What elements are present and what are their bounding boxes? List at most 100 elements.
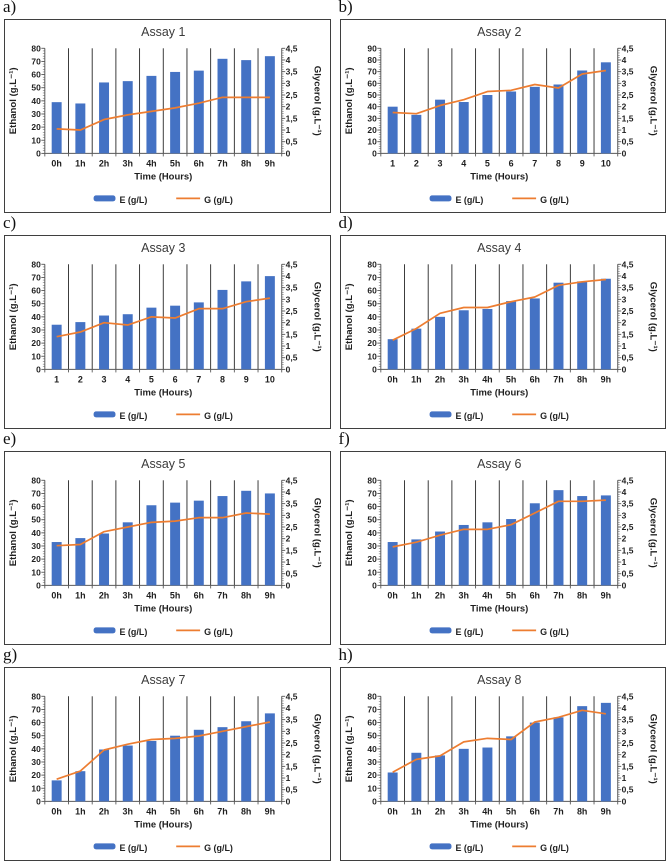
right-tick-label: 2 bbox=[286, 102, 291, 112]
right-tick-label: 4,5 bbox=[286, 475, 298, 485]
x-tick-label: 9 bbox=[244, 374, 249, 384]
right-tick-label: 3,5 bbox=[286, 715, 298, 725]
left-axis-title: Ethanol (g.L⁻¹) bbox=[8, 283, 19, 350]
x-tick-label: 8 bbox=[556, 158, 561, 168]
glycerol-line bbox=[56, 721, 271, 781]
ethanol-bar bbox=[481, 308, 492, 370]
left-tick-label: 80 bbox=[367, 475, 377, 485]
right-tick-label: 3,5 bbox=[286, 283, 298, 293]
panel-letter-f: f) bbox=[338, 429, 350, 448]
right-tick-label: 2,5 bbox=[286, 90, 298, 100]
ethanol-bar bbox=[75, 103, 86, 154]
ethanol-bar bbox=[193, 302, 204, 370]
right-tick-label: 4,5 bbox=[286, 259, 298, 269]
ethanol-bar bbox=[529, 298, 540, 370]
x-tick-label: 3h bbox=[458, 590, 468, 600]
left-axis-title: Ethanol (g.L⁻¹) bbox=[8, 499, 19, 566]
x-tick-label: 6h bbox=[194, 590, 204, 600]
ethanol-bar bbox=[481, 95, 492, 154]
right-tick-label: 1,5 bbox=[621, 329, 633, 339]
x-axis-title: Time (Hours) bbox=[134, 604, 192, 615]
x-tick-label: 8 bbox=[220, 374, 225, 384]
left-tick-label: 50 bbox=[367, 90, 377, 100]
left-tick-label: 50 bbox=[367, 515, 377, 525]
right-tick-label: 1 bbox=[621, 557, 626, 567]
ethanol-bar bbox=[387, 339, 398, 370]
x-tick-label: 6h bbox=[529, 374, 539, 384]
ethanol-bar bbox=[122, 522, 133, 586]
left-tick-label: 50 bbox=[367, 731, 377, 741]
right-axis-title: Glycerol (g.L⁻¹) bbox=[312, 498, 323, 568]
panel-d: d) Assay 4 0 10 20 30 40 50 60 70 80 0 0,5 1 1,5 2 2,5 3… bbox=[336, 213, 671, 432]
x-tick-label: 3 bbox=[437, 158, 442, 168]
x-tick-label: 1h bbox=[411, 374, 421, 384]
ethanol-bar bbox=[51, 102, 62, 154]
legend-bar-swatch bbox=[93, 843, 116, 850]
left-tick-label: 60 bbox=[367, 286, 377, 296]
x-axis-title: Time (Hours) bbox=[134, 388, 192, 399]
x-axis-title: Time (Hours) bbox=[134, 172, 192, 183]
right-tick-label: 2 bbox=[286, 750, 291, 760]
left-tick-label: 30 bbox=[31, 109, 41, 119]
left-tick-label: 70 bbox=[31, 704, 41, 714]
ethanol-bar bbox=[505, 91, 516, 154]
chart-assay-3: Assay 30102030405060708000,511,522,533,5… bbox=[8, 241, 322, 421]
x-tick-label: 3 bbox=[102, 374, 107, 384]
ethanol-bar bbox=[600, 278, 611, 370]
x-tick-label: 4h bbox=[482, 590, 492, 600]
chart-frame-assay-4: Assay 4 0 10 20 30 40 50 60 70 80 0 0,5 1 1,5 2 2,5 3 3,5… bbox=[339, 235, 666, 429]
ethanol-bar bbox=[146, 740, 157, 802]
x-tick-label: 2 bbox=[78, 374, 83, 384]
ethanol-bar bbox=[217, 58, 228, 154]
x-tick-label: 1h bbox=[411, 806, 421, 816]
x-tick-label: 3h bbox=[123, 590, 133, 600]
right-tick-label: 3 bbox=[286, 510, 291, 520]
right-tick-label: 0 bbox=[286, 580, 291, 590]
ethanol-bar bbox=[505, 736, 516, 802]
left-tick-label: 70 bbox=[367, 272, 377, 282]
right-tick-label: 4 bbox=[286, 487, 291, 497]
panel-c: c) Assay 3 0 10 20 30 40 50 60 70 80 0 0,5 1 1,5 2 2,5 3… bbox=[0, 213, 336, 432]
ethanol-bar bbox=[217, 496, 228, 586]
x-tick-label: 0h bbox=[51, 590, 61, 600]
left-tick-label: 20 bbox=[367, 125, 377, 135]
right-tick-label: 3 bbox=[286, 78, 291, 88]
panel-f: f) Assay 6 0 10 20 30 40 50 60 70 80 0 0,5 1 1,5 2 2,5 3… bbox=[336, 429, 671, 648]
legend-line-label: G (g/L) bbox=[540, 411, 569, 421]
x-tick-label: 5h bbox=[505, 806, 515, 816]
left-tick-label: 10 bbox=[367, 351, 377, 361]
panel-g: g) Assay 7 0 10 20 30 40 50 60 70 80 0 0,5 1 1,5 2 2,5 3… bbox=[0, 645, 336, 864]
glycerol-line bbox=[391, 499, 606, 548]
chart-assay-1: Assay 10102030405060708000,511,522,533,5… bbox=[8, 25, 322, 205]
left-tick-label: 10 bbox=[367, 137, 377, 147]
ethanol-bar bbox=[529, 86, 540, 154]
right-axis-title: Glycerol (g.L⁻¹) bbox=[312, 714, 323, 784]
left-tick-label: 60 bbox=[367, 78, 377, 88]
right-tick-label: 1 bbox=[621, 125, 626, 135]
x-tick-label: 4h bbox=[146, 158, 156, 168]
right-tick-label: 2,5 bbox=[286, 738, 298, 748]
x-tick-label: 6h bbox=[529, 590, 539, 600]
legend-bar-label: E (g/L) bbox=[455, 627, 483, 637]
panel-letter-e: e) bbox=[3, 429, 17, 448]
x-tick-label: 4h bbox=[482, 374, 492, 384]
chart-frame-assay-3: Assay 3 0 10 20 30 40 50 60 70 80 0 0,5 1 1,5 2 2,5 3 3,5… bbox=[4, 235, 331, 429]
left-tick-label: 20 bbox=[367, 554, 377, 564]
left-tick-label: 20 bbox=[31, 554, 41, 564]
left-tick-label: 70 bbox=[367, 704, 377, 714]
ethanol-bar bbox=[553, 490, 563, 586]
chart-assay-2: Assay 2010203040506070809000,511,522,533… bbox=[344, 25, 658, 205]
panel-letter-g: g) bbox=[3, 645, 18, 664]
chart-title: Assay 1 bbox=[141, 25, 185, 39]
x-tick-label: 4h bbox=[146, 806, 156, 816]
ethanol-bar bbox=[99, 315, 110, 370]
chart-title: Assay 4 bbox=[477, 241, 521, 255]
right-tick-label: 2,5 bbox=[621, 522, 633, 532]
legend-bar-label: E (g/L) bbox=[119, 627, 147, 637]
x-tick-label: 1 bbox=[390, 158, 395, 168]
ethanol-bar bbox=[170, 71, 181, 154]
glycerol-line bbox=[391, 709, 606, 773]
chart-frame-assay-6: Assay 6 0 10 20 30 40 50 60 70 80 0 0,5 1 1,5 2 2,5 3 3,5… bbox=[339, 451, 666, 645]
x-tick-label: 5h bbox=[505, 374, 515, 384]
left-tick-label: 80 bbox=[31, 691, 41, 701]
